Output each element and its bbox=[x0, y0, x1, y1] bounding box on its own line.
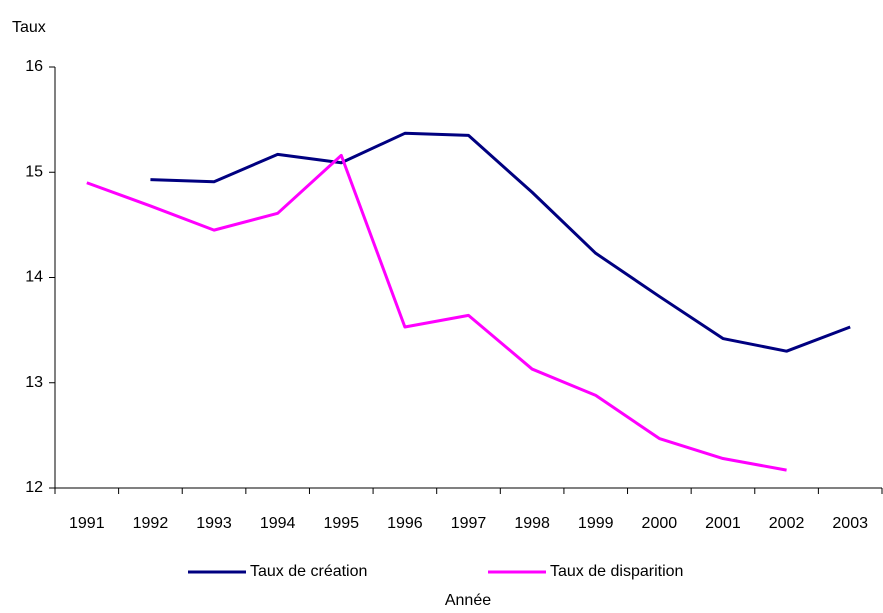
y-tick-label: 14 bbox=[25, 269, 43, 286]
x-tick-label: 1992 bbox=[133, 515, 169, 532]
x-tick-label: 1994 bbox=[260, 515, 296, 532]
x-tick-label: 2002 bbox=[769, 515, 805, 532]
y-axis-label: Taux bbox=[12, 19, 46, 36]
x-tick-label: 1996 bbox=[387, 515, 423, 532]
x-tick-label: 1998 bbox=[514, 515, 550, 532]
x-tick-label: 1995 bbox=[323, 515, 359, 532]
x-tick-label: 1999 bbox=[578, 515, 614, 532]
x-tick-label: 2000 bbox=[642, 515, 678, 532]
legend-label: Taux de disparition bbox=[550, 563, 683, 580]
x-tick-label: 1993 bbox=[196, 515, 232, 532]
y-tick-label: 13 bbox=[25, 374, 43, 391]
x-tick-label: 1991 bbox=[69, 515, 105, 532]
y-tick-label: 16 bbox=[25, 58, 43, 75]
y-tick-label: 12 bbox=[25, 479, 43, 496]
x-tick-label: 2001 bbox=[705, 515, 741, 532]
x-tick-label: 2003 bbox=[832, 515, 868, 532]
data-line bbox=[150, 131, 851, 353]
x-tick-label: 1997 bbox=[451, 515, 487, 532]
legend-label: Taux de création bbox=[250, 563, 367, 580]
data-line bbox=[86, 153, 787, 472]
x-axis-label: Année bbox=[445, 592, 491, 609]
y-tick-label: 15 bbox=[25, 163, 43, 180]
